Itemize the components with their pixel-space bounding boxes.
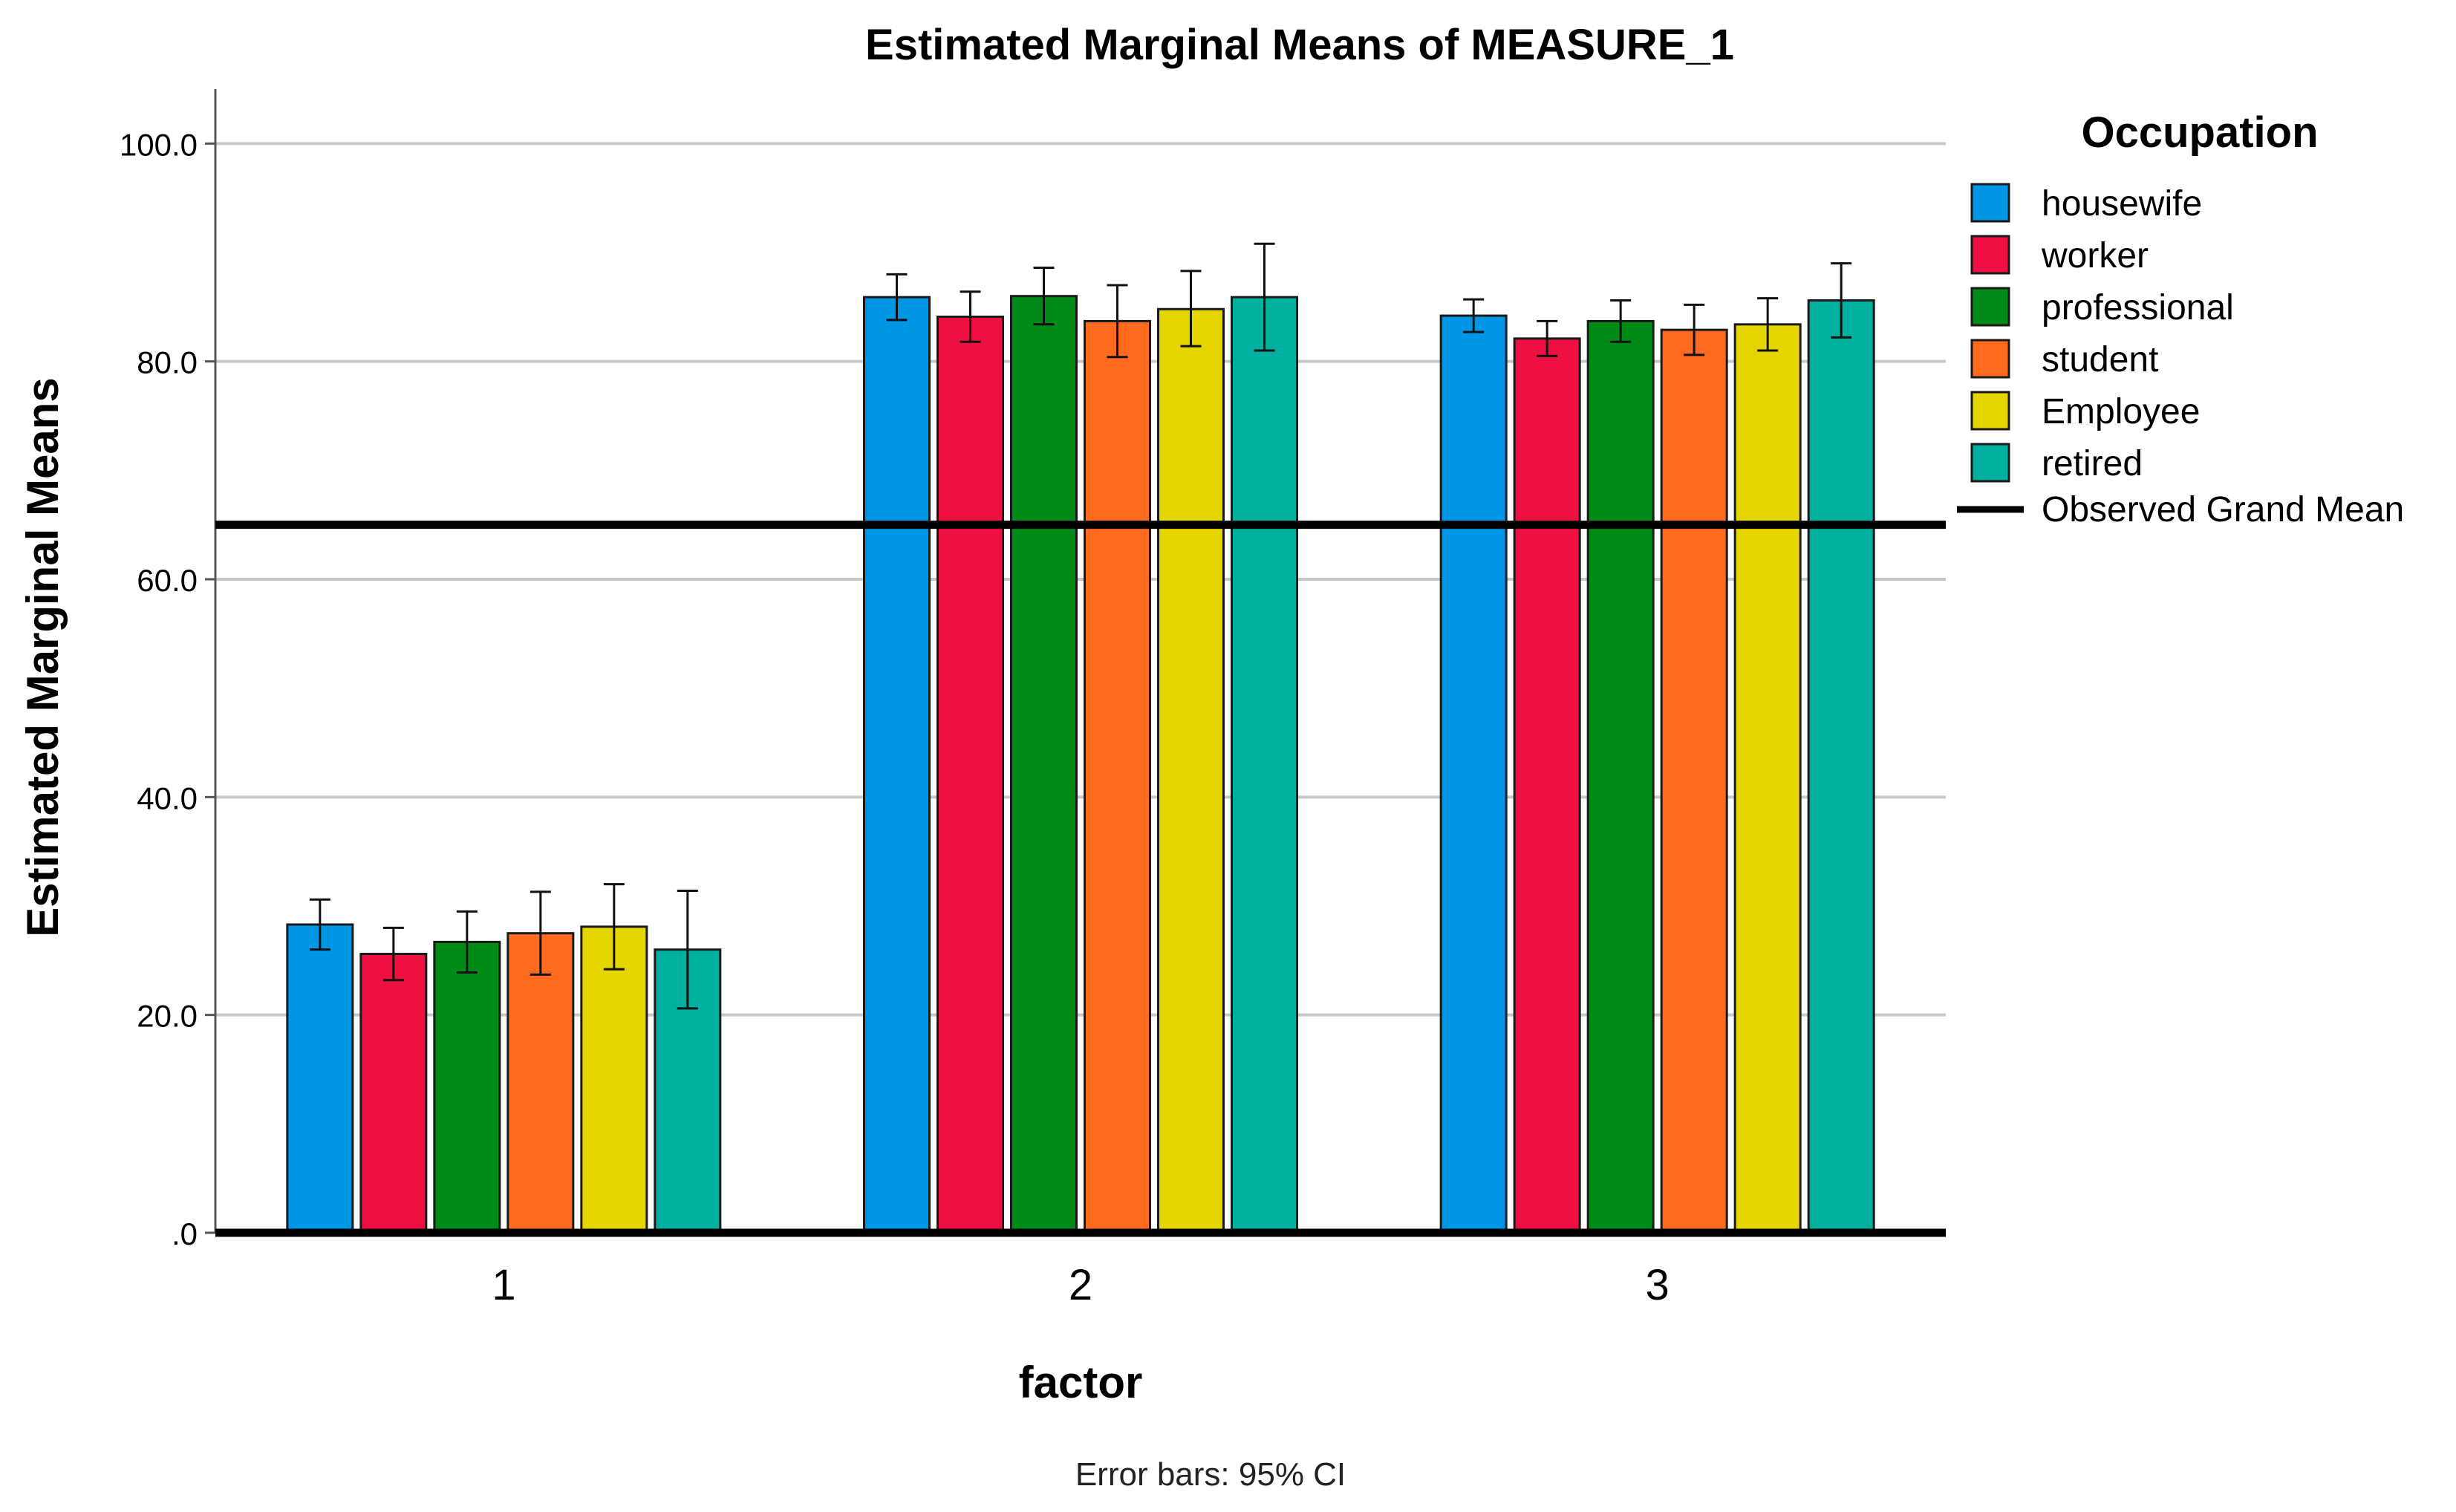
x-tick-label: 2 [1069,1261,1092,1309]
legend-label: student [2042,340,2158,379]
chart-title: Estimated Marginal Means of MEASURE_1 [865,21,1734,69]
bar [1513,337,1581,1234]
bar [937,316,1004,1234]
bar [433,940,501,1234]
x-tick-label: 1 [492,1261,515,1309]
legend-swatch [1970,183,2010,223]
legend: Occupation housewife worker professional st… [1957,108,2404,529]
legend-label: housewife [2042,184,2202,224]
x-axis-label: factor [1019,1358,1143,1407]
footnote: Error bars: 95% CI [1075,1456,1346,1493]
legend-swatch [1970,339,2010,379]
bars [286,295,1875,1234]
legend-label: worker [2041,236,2149,276]
y-tick-label: 100.0 [120,127,198,162]
bar [1660,328,1728,1234]
y-axis-label: Estimated Marginal Means [18,377,68,937]
y-tick-label: 80.0 [137,345,198,380]
y-tick-label: 20.0 [137,999,198,1034]
bar [1231,296,1298,1234]
y-tick-label: 40.0 [137,781,198,815]
gridlines [215,142,1946,1017]
x-tick-label: 3 [1646,1261,1670,1309]
legend-swatch [1970,391,2010,431]
bar [506,932,575,1234]
x-axis-ticks: 1 2 3 [492,1261,1670,1309]
bar [863,296,931,1234]
bar [1807,299,1875,1234]
bar [1010,295,1078,1234]
bar [580,925,648,1234]
bar [1439,314,1508,1234]
bar [286,923,354,1234]
y-tick-label: 60.0 [137,563,198,598]
legend-title: Occupation [2081,108,2318,157]
bar [359,953,428,1234]
legend-label: Employee [2042,392,2200,431]
legend-label: professional [2042,288,2234,328]
axes [214,89,1946,1237]
error-bars [309,242,1852,1010]
legend-swatch [1970,235,2010,275]
y-tick-label: .0 [172,1216,198,1251]
legend-swatch [1970,443,2010,483]
legend-swatch [1970,287,2010,327]
y-axis-ticks: .0 20.0 40.0 60.0 80.0 100.0 [120,127,215,1251]
bar [1157,307,1225,1234]
bar [1084,319,1151,1234]
legend-grand-mean-label: Observed Grand Mean [2042,490,2404,529]
bar [1733,323,1802,1234]
bar [1586,319,1655,1234]
legend-label: retired [2042,444,2143,483]
